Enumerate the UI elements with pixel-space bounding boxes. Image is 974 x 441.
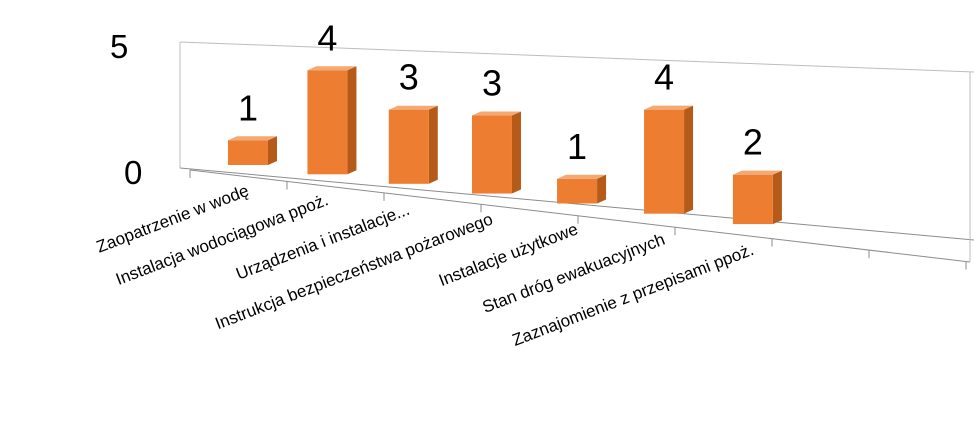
- bar-top: [557, 174, 607, 179]
- data-label: 2: [743, 122, 763, 163]
- bar: [471, 115, 512, 194]
- bar: [228, 140, 268, 165]
- bar: [557, 178, 598, 204]
- data-label: 4: [317, 17, 337, 58]
- bar-side: [772, 170, 782, 225]
- data-label: 3: [482, 63, 502, 104]
- bar-side: [268, 136, 277, 165]
- bar-top: [644, 105, 694, 110]
- bar: [732, 174, 773, 225]
- data-label: 1: [567, 126, 587, 167]
- bar-top: [388, 105, 438, 110]
- y-tick-label-5: 5: [110, 28, 128, 65]
- bar-top: [228, 136, 277, 141]
- data-labels-group: 1 4 3 3 1 4 2: [238, 17, 763, 167]
- bars-group: [228, 66, 782, 225]
- back-wall-edge: [179, 41, 974, 73]
- data-label: 1: [238, 87, 258, 128]
- y-tick-label-0: 0: [124, 154, 142, 191]
- bar-side: [684, 105, 694, 214]
- data-label: 4: [654, 57, 674, 98]
- category-label: Urządzenia i instalacje...: [233, 200, 412, 284]
- category-label: Stan dróg ewakuacyjnych: [480, 230, 668, 317]
- bar-side: [511, 111, 521, 194]
- data-label: 3: [399, 57, 419, 98]
- bar: [388, 109, 429, 184]
- floor-back-edge: [179, 167, 974, 241]
- x-tick-marks: [189, 170, 967, 270]
- bar-top: [732, 170, 782, 175]
- bar-top: [471, 111, 521, 116]
- x-axis-line: [189, 169, 971, 263]
- bar-top: [307, 66, 357, 71]
- bar: [644, 109, 685, 214]
- bar-side: [428, 105, 438, 184]
- bar: [307, 70, 348, 175]
- bar-side: [347, 66, 357, 175]
- bar-side: [597, 174, 607, 204]
